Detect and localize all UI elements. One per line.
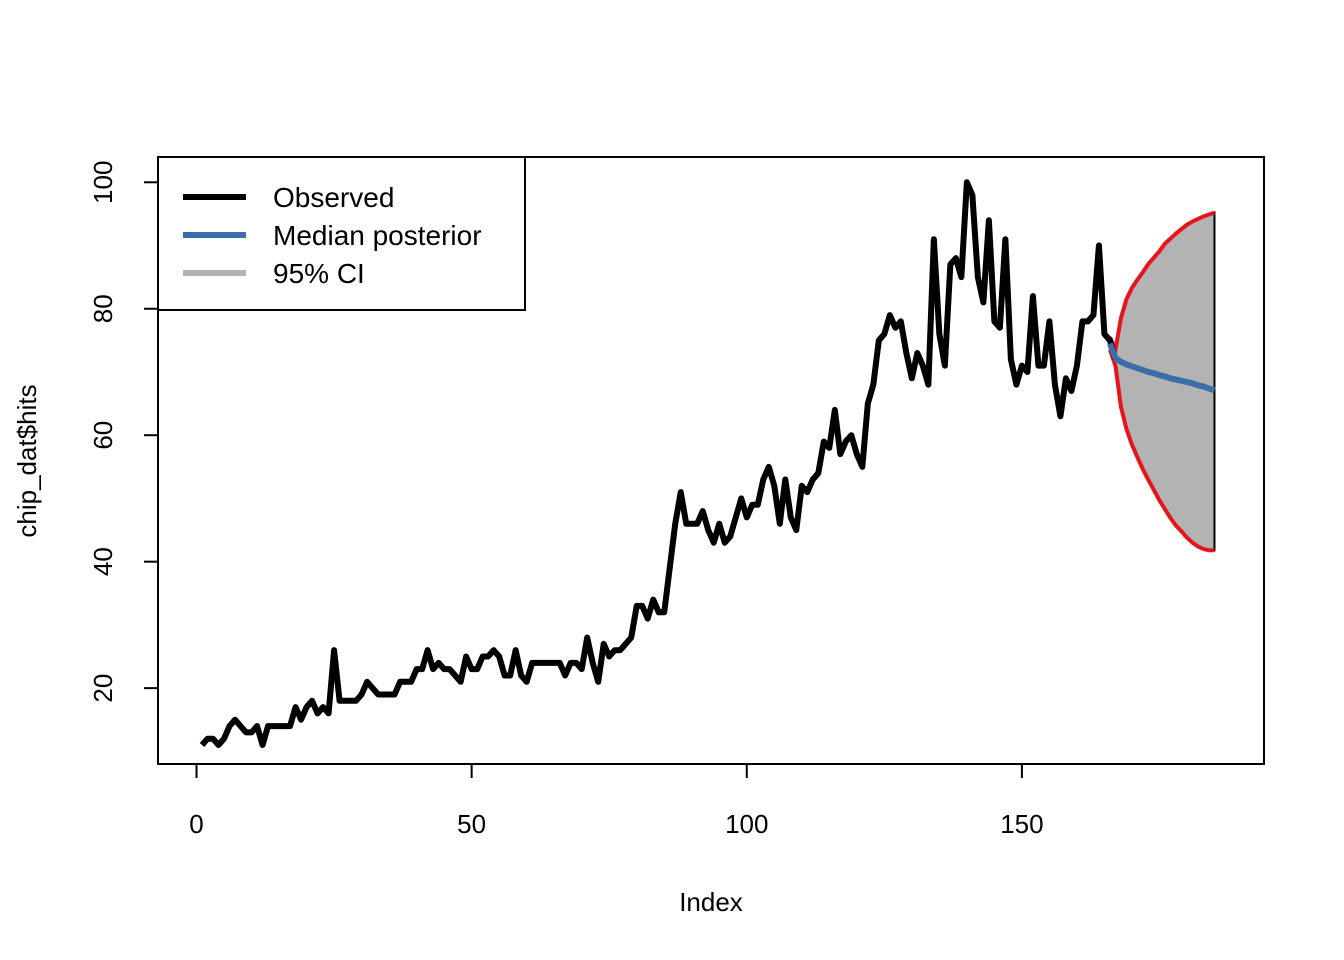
y-tick-label: 20 <box>88 674 118 703</box>
ci-lower-line <box>1108 349 1215 553</box>
observed-series-line <box>199 179 1119 749</box>
x-tick-label: 150 <box>1000 809 1043 839</box>
x-axis-label: Index <box>679 887 743 917</box>
y-tick-label: 100 <box>88 161 118 204</box>
y-axis: 20 40 60 80 100 <box>88 161 159 703</box>
legend-label: Observed <box>273 182 394 213</box>
legend-label: Median posterior <box>273 220 482 251</box>
ci-upper-line <box>1108 210 1216 357</box>
median-layer <box>1107 342 1216 394</box>
x-tick-label: 100 <box>725 809 768 839</box>
y-tick-label: 40 <box>88 547 118 576</box>
x-tick-label: 50 <box>457 809 486 839</box>
y-tick-label: 80 <box>88 294 118 323</box>
ci-band <box>1108 211 1216 552</box>
x-axis: 0 50 100 150 <box>189 763 1044 839</box>
ci-band-layer <box>1108 210 1216 553</box>
legend-label: 95% CI <box>273 258 365 289</box>
observed-layer <box>199 179 1119 749</box>
median-series-line <box>1107 342 1216 394</box>
x-tick-label: 0 <box>189 809 203 839</box>
legend: Observed Median posterior 95% CI <box>157 156 526 311</box>
y-tick-label: 60 <box>88 421 118 450</box>
y-axis-label: chip_dat$hits <box>12 384 42 537</box>
